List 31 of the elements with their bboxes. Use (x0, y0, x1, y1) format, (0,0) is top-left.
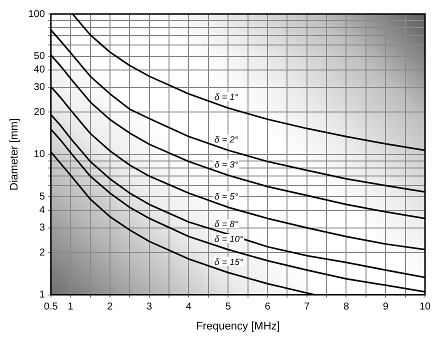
x-tick-label: 3 (146, 302, 153, 313)
x-tick-label: 10 (419, 302, 431, 313)
y-tick-label: 3 (39, 222, 46, 234)
y-tick-label: 100 (28, 8, 46, 20)
series-label: δ = 5° (214, 191, 239, 202)
y-tick-label: 50 (34, 51, 46, 62)
x-tick-label: 5 (225, 302, 232, 313)
y-tick-label: 4 (39, 205, 46, 216)
x-tick-label: 8 (343, 302, 350, 313)
y-tick-label: 20 (34, 106, 46, 118)
series-label: δ = 8° (214, 218, 239, 229)
x-tick-label: 1 (68, 302, 74, 313)
series-label: δ = 3° (214, 159, 239, 170)
y-tick-label: 5 (39, 191, 46, 202)
x-tick-label: 0.5 (44, 302, 58, 313)
y-tick-label: 40 (34, 64, 46, 76)
series-label: δ = 2° (214, 134, 239, 144)
x-tick-label: 9 (382, 302, 389, 313)
x-tick-label: 7 (304, 302, 310, 313)
series-label: δ = 1° (214, 92, 239, 102)
y-tick-label: 1 (39, 290, 46, 301)
x-axis-title: Frequency [MHz] (196, 320, 280, 332)
x-tick-label: 2 (107, 302, 114, 313)
y-axis-title: Diameter [mm] (8, 118, 21, 190)
series-label: δ = 10° (214, 234, 244, 244)
y-tick-label: 10 (34, 149, 46, 160)
series-label: δ = 15° (214, 256, 244, 267)
x-tick-label: 6 (264, 302, 271, 313)
y-tick-label: 30 (34, 82, 46, 94)
x-tick-label: 4 (186, 302, 192, 313)
y-tick-label: 2 (39, 247, 46, 258)
